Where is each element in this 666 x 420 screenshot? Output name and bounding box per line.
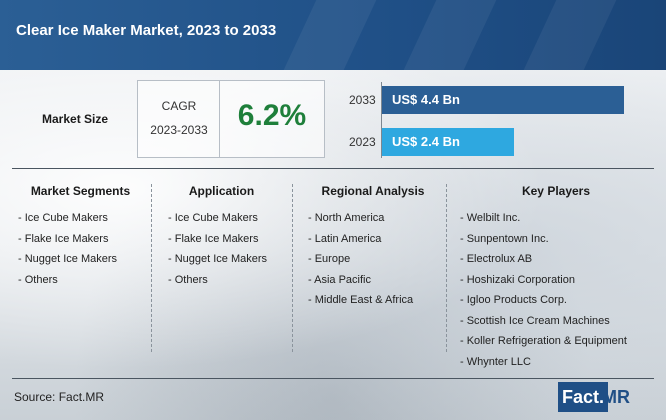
column-application: Application - Ice Cube Makers - Flake Ic… xyxy=(164,184,279,290)
list-item: - Ice Cube Makers xyxy=(168,212,258,224)
banner-stripe xyxy=(523,0,617,70)
list-item: - Scottish Ice Cream Machines xyxy=(460,314,610,327)
bar-2023-label: US$ 2.4 Bn xyxy=(392,134,460,149)
column-market-segments: Market Segments - Ice Cube Makers - Flak… xyxy=(18,184,143,290)
source-text: Source: Fact.MR xyxy=(14,390,105,404)
title-banner: Clear Ice Maker Market, 2023 to 2033 xyxy=(0,0,666,70)
banner-stripe xyxy=(403,0,497,70)
column-separator xyxy=(292,184,293,352)
cagr-label: CAGR xyxy=(161,99,197,113)
bar-axis-line xyxy=(381,82,382,158)
list-item: - Sunpentown Inc. xyxy=(460,232,549,245)
cagr-value: 6.2% xyxy=(237,99,307,132)
list-item: - Latin America xyxy=(308,232,382,245)
column-title: Application xyxy=(188,184,255,198)
list-item: - Nugget Ice Makers xyxy=(18,253,118,265)
bar-year-2033: 2033 xyxy=(349,93,376,107)
cagr-label-cell: CAGR 2023-2033 xyxy=(138,81,220,157)
list-item: - Flake Ice Makers xyxy=(18,232,109,245)
column-title: Key Players xyxy=(521,184,591,198)
column-regional-analysis: Regional Analysis - North America - Lati… xyxy=(304,184,442,311)
bar-2033-label: US$ 4.4 Bn xyxy=(392,92,460,107)
bar-year-2023: 2023 xyxy=(349,135,376,149)
list-item: - Flake Ice Makers xyxy=(168,232,259,245)
list-item: - Welbilt Inc. xyxy=(460,212,521,224)
list-item: - Nugget Ice Makers xyxy=(168,253,268,265)
column-title: Market Segments xyxy=(30,184,131,198)
factmr-logo: Fact. MR xyxy=(558,382,654,412)
page-title: Clear Ice Maker Market, 2023 to 2033 xyxy=(16,22,277,39)
list-item: - Whynter LLC xyxy=(460,355,531,368)
list-item: - Ice Cube Makers xyxy=(18,212,108,224)
list-item: - Electrolux AB xyxy=(460,253,533,265)
column-key-players: Key Players - Welbilt Inc. - Sunpentown … xyxy=(458,184,654,372)
column-separator xyxy=(151,184,152,352)
list-item: - Koller Refrigeration & Equipment xyxy=(460,335,627,347)
market-size-label: Market Size xyxy=(42,112,109,126)
list-item: - Igloo Products Corp. xyxy=(460,294,567,306)
list-item: - North America xyxy=(308,212,385,224)
bar-2023: US$ 2.4 Bn xyxy=(382,128,514,156)
section-divider xyxy=(12,168,654,169)
list-item: - Middle East & Africa xyxy=(308,294,414,306)
cagr-box: CAGR 2023-2033 6.2% xyxy=(137,80,325,158)
logo-mr: MR xyxy=(602,387,630,407)
column-title: Regional Analysis xyxy=(321,184,425,198)
bar-2033: US$ 4.4 Bn xyxy=(382,86,624,114)
logo-fact: Fact. xyxy=(558,382,609,412)
footer-divider xyxy=(12,378,654,379)
list-item: - Asia Pacific xyxy=(308,273,371,286)
cagr-period: 2023-2033 xyxy=(150,123,208,137)
list-item: - Hoshizaki Corporation xyxy=(460,273,575,286)
list-item: - Others xyxy=(168,273,208,286)
column-separator xyxy=(446,184,447,352)
banner-stripe xyxy=(283,0,377,70)
list-item: - Others xyxy=(18,273,58,286)
list-item: - Europe xyxy=(308,253,351,265)
